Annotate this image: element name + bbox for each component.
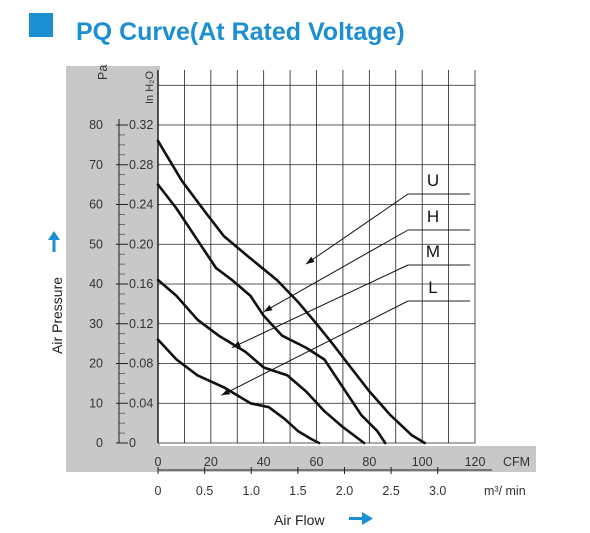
x-tick-label: 40 [257,455,271,469]
y-unit-label: Pa [96,65,110,80]
y-tick-label: 0 [96,436,103,450]
callout-leader [221,300,409,396]
y2-tick-label: 0.28 [129,158,153,172]
x2-tick-label: 2.0 [336,484,353,498]
y-axis-panel [66,66,160,472]
y2-tick-label: 0.04 [129,396,153,410]
x-axis-title: Air Flow [274,512,325,528]
callout-arrowhead [232,341,241,348]
y-tick-label: 60 [89,198,103,212]
curve-u [156,139,427,445]
callout-label-m: M [426,242,440,261]
y-tick-label: 80 [89,118,103,132]
y-tick-label: 10 [89,396,103,410]
callout-leader [231,264,409,349]
x2-tick-label: 1.5 [289,484,306,498]
page-title: PQ Curve(At Rated Voltage) [76,18,405,46]
curve-l [156,338,321,445]
y-tick-label: 40 [89,277,103,291]
x-axis-panel [66,446,536,472]
x-tick-label: 20 [204,455,218,469]
x-tick-label: 100 [412,455,433,469]
callout-arrowhead [221,388,231,396]
y2-tick-label: 0.08 [129,357,153,371]
x-tick-label: 120 [465,455,486,469]
y-tick-label: 30 [89,317,103,331]
x2-tick-label: 0 [155,484,162,498]
y2-tick-label: 0 [129,436,136,450]
curve-h [156,183,387,445]
plot-area [158,70,453,443]
x-unit-label: CFM [503,455,530,469]
y-axis-ticks: 0 0 10 0.04 20 0.08 30 0.12 40 0.16 50 0.20 60 0.24 70… [89,118,153,450]
x-tick-label: 80 [362,455,376,469]
curves [156,139,427,445]
right-arrow-icon [349,512,373,525]
x-axis-ticks: 0 20 40 60 80 100 120 0 0.5 1.0 1.5 2.0 2.5 3.0 [155,455,492,498]
y-tick-label: 20 [89,357,103,371]
callout-label-u: U [427,171,439,190]
callout-label-l: L [428,278,437,297]
y2-tick-label: 0.20 [129,237,153,251]
callout-leader [305,193,409,265]
x2-tick-label: 1.0 [243,484,260,498]
title-accent-square [29,13,53,37]
callout-label-h: H [427,207,439,226]
x2-tick-label: 0.5 [196,484,213,498]
y2-tick-label: 0.24 [129,198,153,212]
x2-tick-label: 2.5 [382,484,399,498]
y-axis-title: Air Pressure [49,277,65,354]
curve-m [156,278,366,445]
y2-tick-label: 0.32 [129,118,153,132]
callout-leader [263,229,409,313]
callout-arrowhead [305,256,315,265]
x-tick-label: 60 [310,455,324,469]
y-tick-label: 50 [89,237,103,251]
callout-arrowhead [263,305,273,312]
y2-tick-label: 0.16 [129,277,153,291]
x2-unit-label: m³/ min [484,484,526,498]
up-arrow-icon [48,231,60,252]
y-tick-label: 70 [89,158,103,172]
y2-tick-label: 0.12 [129,317,153,331]
x-tick-label: 0 [155,455,162,469]
x2-tick-label: 3.0 [429,484,446,498]
y2-unit-label: In H₂O [144,71,156,104]
